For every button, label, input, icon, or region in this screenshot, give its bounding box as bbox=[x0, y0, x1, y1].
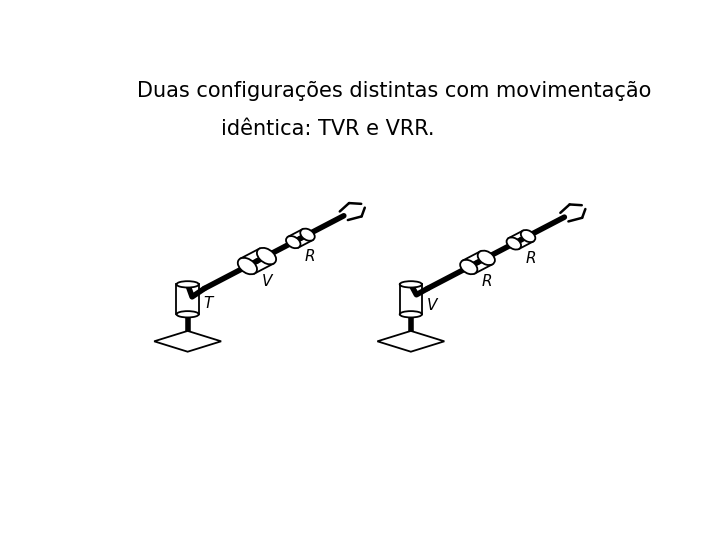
Text: Duas configurações distintas com movimentação: Duas configurações distintas com movimen… bbox=[138, 82, 652, 102]
Ellipse shape bbox=[477, 251, 495, 265]
Ellipse shape bbox=[238, 258, 257, 274]
Ellipse shape bbox=[507, 238, 521, 249]
Text: T: T bbox=[203, 296, 212, 311]
Text: V: V bbox=[426, 298, 437, 313]
Ellipse shape bbox=[400, 281, 422, 287]
Text: idêntica: TVR e VRR.: idêntica: TVR e VRR. bbox=[221, 119, 435, 139]
Ellipse shape bbox=[460, 260, 477, 274]
Text: R: R bbox=[305, 249, 315, 264]
Text: R: R bbox=[526, 251, 536, 266]
Text: R: R bbox=[482, 274, 492, 289]
Ellipse shape bbox=[300, 228, 315, 241]
Ellipse shape bbox=[400, 311, 422, 318]
Ellipse shape bbox=[257, 248, 276, 264]
Ellipse shape bbox=[521, 230, 536, 242]
Ellipse shape bbox=[286, 236, 300, 248]
Ellipse shape bbox=[176, 281, 199, 287]
Text: V: V bbox=[261, 274, 271, 288]
Ellipse shape bbox=[176, 311, 199, 318]
